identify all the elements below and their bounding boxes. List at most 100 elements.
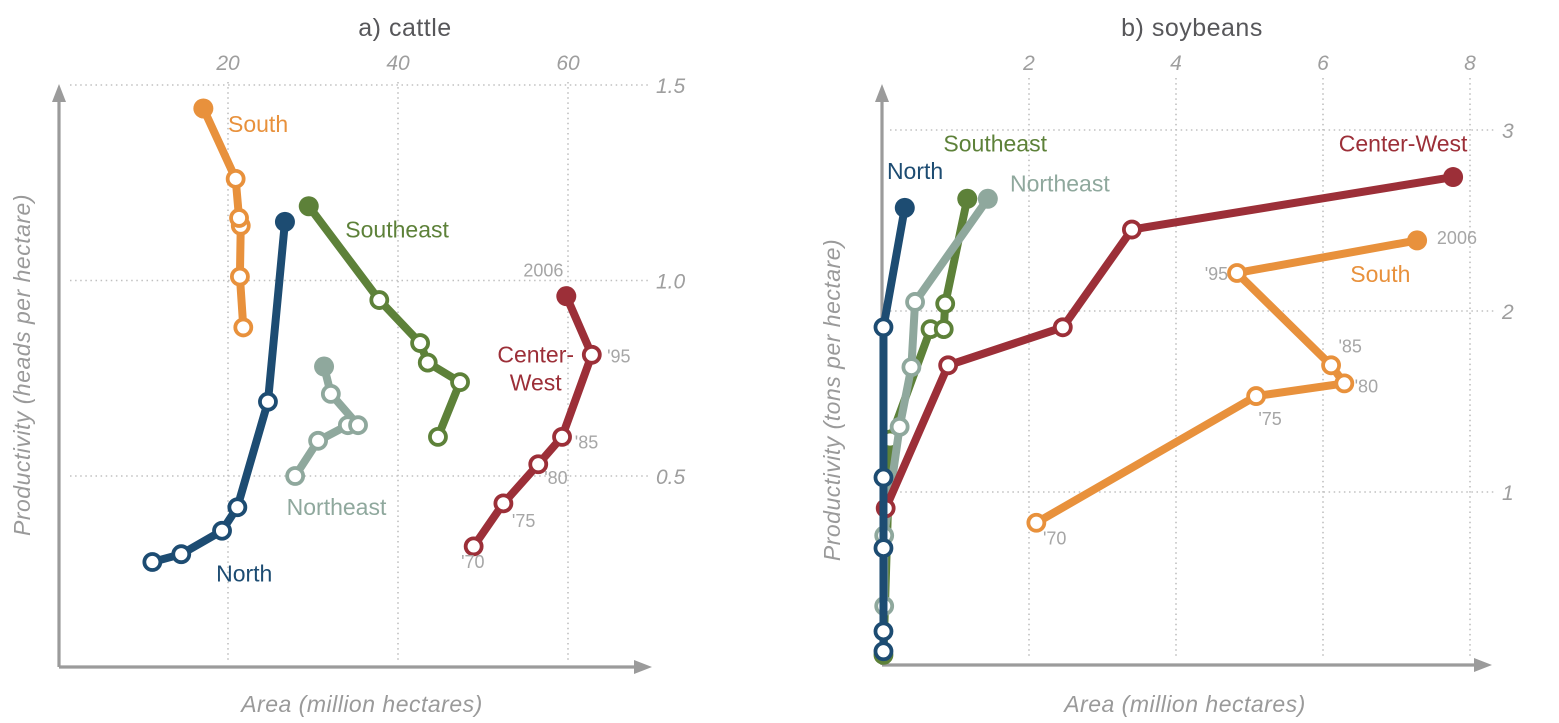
x-tick-label: 60 [556, 52, 580, 75]
data-point-open [308, 430, 329, 451]
data-point-filled [314, 356, 335, 377]
y-tick-label: 2 [1501, 301, 1514, 324]
year-annotation: 2006 [523, 261, 563, 281]
series-north: North [142, 211, 295, 587]
series-north: North [873, 158, 943, 662]
data-point-open [171, 544, 192, 565]
y-axis-arrow-icon [52, 84, 66, 102]
y-tick-label: 3 [1502, 120, 1514, 143]
series-label: Center-West [497, 342, 574, 396]
data-point-open [1122, 219, 1142, 240]
data-point-open [493, 493, 514, 514]
data-point-open [935, 293, 956, 314]
series-line [1032, 236, 1422, 527]
series-center-west: Center-West [463, 286, 602, 557]
data-point-open [320, 383, 341, 404]
data-point-open [581, 344, 602, 365]
data-point-open [233, 317, 254, 338]
data-point-filled [894, 197, 915, 218]
cattle-chart-layer: 20 40 60 0.5 1.0 1.5 Southeast Northeast Center-… [52, 52, 686, 674]
series-label: Southeast [943, 131, 1047, 157]
year-annotation: '95 [1205, 264, 1228, 284]
data-point-open [225, 168, 246, 189]
data-point-open [938, 355, 959, 376]
data-point-open [212, 520, 232, 541]
data-point-open [1227, 263, 1247, 283]
data-point-open [428, 426, 448, 447]
data-point-open [873, 621, 894, 642]
y-tick-label: 1 [1502, 482, 1514, 505]
data-point-filled [1443, 167, 1464, 188]
series-label: Southeast [345, 216, 449, 242]
data-point-open [933, 319, 954, 340]
data-point-filled [556, 286, 577, 307]
data-point-open [369, 290, 390, 310]
y-tick-label: 1.0 [656, 271, 686, 294]
data-point-open [905, 292, 925, 312]
data-point-filled [298, 196, 319, 217]
data-point-filled [1407, 230, 1428, 251]
data-point-open [348, 415, 368, 436]
data-point-open [528, 454, 549, 475]
x-tick-label: 40 [386, 52, 410, 75]
x-axis-label-cattle: Area (million hectares) [239, 691, 483, 717]
y-axis-label-cattle: Productivity (heads per hectare) [9, 194, 35, 536]
data-point-open [873, 317, 894, 338]
year-annotation: '80 [1355, 376, 1378, 396]
data-point-open [901, 357, 922, 378]
x-axis-arrow-icon [1474, 658, 1492, 672]
y-tick-label: 0.5 [656, 466, 686, 489]
data-point-open [227, 497, 248, 518]
data-point-filled [193, 98, 214, 119]
x-tick-label: 4 [1170, 52, 1182, 75]
x-tick-label: 2 [1022, 52, 1035, 75]
series-label: Center-West [1339, 131, 1468, 157]
x-tick-label: 6 [1317, 52, 1329, 75]
year-annotation: '95 [607, 347, 630, 367]
data-point-open [1334, 373, 1355, 394]
series-south: South [193, 98, 288, 338]
data-point-open [873, 538, 894, 559]
y-axis-arrow-icon [875, 84, 889, 102]
series-center-west: Center-West [875, 131, 1468, 519]
y-axis-label-soybeans: Productivity (tons per hectare) [819, 239, 845, 561]
chart-title-soybeans: b) soybeans [1121, 14, 1263, 42]
series-label: Northeast [287, 494, 387, 520]
year-annotation: '75 [1258, 409, 1281, 429]
data-point-open [873, 641, 894, 662]
year-annotation: '85 [575, 433, 598, 453]
data-point-open [450, 372, 470, 393]
data-point-open [1246, 386, 1267, 406]
year-annotation: '80 [544, 468, 567, 488]
data-point-open [258, 391, 278, 412]
data-point-filled [977, 188, 998, 209]
soybeans-chart-layer: 2 4 6 8 1 2 3 Southeast Northeast Center-West Sout… [873, 52, 1514, 672]
data-point-open [889, 416, 910, 437]
series-northeast: Northeast [285, 356, 387, 520]
data-point-open [285, 466, 306, 486]
series-label: South [1350, 261, 1410, 287]
data-point-filled [274, 211, 295, 232]
data-point-open [1052, 317, 1073, 338]
data-point-open [417, 352, 438, 373]
y-tick-label: 1.5 [656, 75, 686, 98]
data-point-open [229, 266, 250, 287]
x-axis-label-soybeans: Area (million hectares) [1062, 691, 1306, 717]
year-annotation: 2006 [1437, 228, 1477, 248]
x-tick-label: 8 [1464, 52, 1476, 75]
x-tick-label: 20 [215, 52, 240, 75]
data-point-open [463, 536, 484, 557]
data-point-open [142, 552, 163, 572]
series-label: North [887, 158, 943, 184]
year-annotation: '75 [512, 511, 535, 531]
series-southeast: Southeast [298, 196, 470, 447]
year-annotation: '70 [461, 552, 484, 572]
data-point-open [1026, 512, 1047, 533]
series-south: South [1026, 230, 1428, 533]
series-line [148, 217, 289, 567]
data-point-open [410, 333, 431, 353]
data-point-filled [957, 188, 978, 209]
data-point-open [552, 426, 572, 447]
